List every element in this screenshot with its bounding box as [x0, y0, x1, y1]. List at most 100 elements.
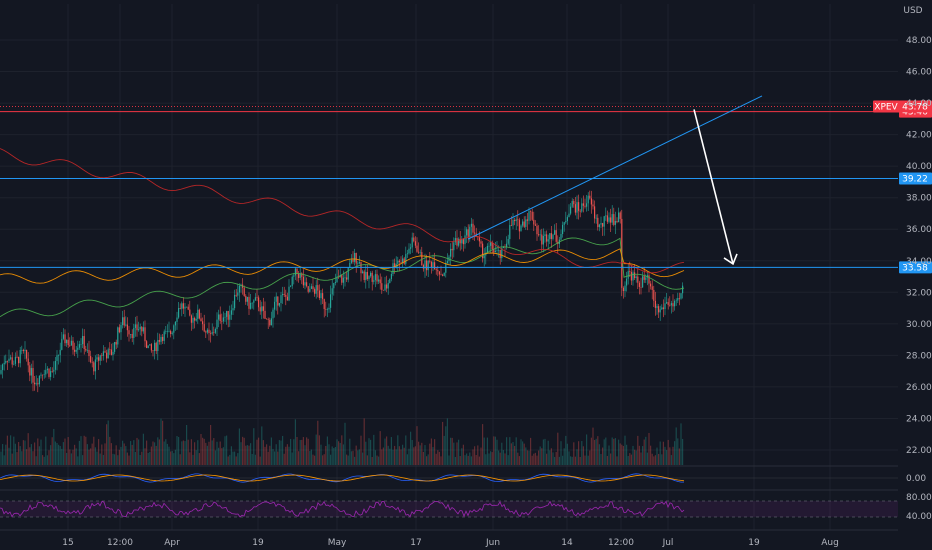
- candle-body: [232, 308, 234, 311]
- candle-body: [342, 277, 344, 283]
- candle-body: [112, 351, 114, 355]
- volume-bar: [29, 447, 31, 465]
- volume-bar: [114, 454, 116, 465]
- candle-body: [107, 349, 109, 359]
- volume-bar: [168, 446, 170, 465]
- volume-bar: [258, 437, 260, 465]
- volume-bar: [339, 442, 341, 465]
- candle-body: [238, 285, 240, 293]
- price-axis-tick: 44.00: [906, 99, 932, 109]
- volume-bar: [112, 453, 114, 465]
- volume-bar: [229, 454, 231, 465]
- candle-body: [146, 341, 148, 349]
- candle-body: [205, 331, 207, 333]
- candle-body: [610, 217, 612, 223]
- rsi-pane: [0, 500, 898, 518]
- volume-bar: [386, 436, 388, 465]
- candle-body: [331, 288, 333, 295]
- volume-bar: [483, 437, 485, 465]
- volume-bar: [651, 453, 653, 465]
- candle-body: [629, 271, 631, 272]
- volume-bar: [366, 455, 368, 465]
- volume-bar: [578, 441, 580, 465]
- candle-body: [403, 258, 405, 264]
- candle-body: [549, 233, 551, 240]
- volume-bar: [70, 453, 72, 465]
- volume-bar: [74, 444, 76, 465]
- candle-body: [600, 223, 602, 225]
- candle-body: [13, 363, 15, 365]
- volume-bar: [178, 436, 180, 465]
- currency-label: USD: [903, 6, 922, 16]
- candle-body: [70, 340, 72, 346]
- volume-bar: [200, 433, 202, 465]
- candle-body: [10, 357, 12, 359]
- volume-bar: [262, 440, 264, 465]
- volume-bar: [354, 456, 356, 465]
- volume-bar: [590, 437, 592, 465]
- volume-bar: [194, 442, 196, 465]
- volume-bar: [645, 436, 647, 465]
- candle-body: [635, 276, 637, 279]
- candle-body: [158, 339, 160, 342]
- candle-body: [291, 276, 293, 287]
- volume-bar: [144, 448, 146, 465]
- volume-bar: [243, 437, 245, 465]
- candle-body: [509, 225, 511, 240]
- candle-body: [666, 302, 668, 304]
- volume-bar: [250, 443, 252, 465]
- volume-bar: [672, 446, 674, 465]
- candle-body: [256, 297, 258, 298]
- arrow-head: [723, 253, 738, 266]
- volume-bar: [630, 454, 632, 465]
- candle-body: [171, 332, 173, 334]
- volume-bar: [18, 442, 20, 465]
- volume-bar: [586, 434, 588, 465]
- volume-bar: [525, 447, 527, 465]
- volume-bar: [509, 437, 511, 465]
- candle-body: [75, 349, 77, 352]
- candle-body: [288, 286, 290, 301]
- candle-body: [298, 273, 300, 278]
- candle-body: [114, 342, 116, 352]
- volume-bar: [461, 448, 463, 465]
- price-level-badge: [899, 261, 932, 274]
- volume-bar: [286, 444, 288, 465]
- volume-bar: [256, 439, 258, 465]
- candle-body: [27, 358, 29, 366]
- volume-bar: [506, 437, 508, 465]
- volume-bar: [85, 436, 87, 465]
- volume-bar: [152, 441, 154, 465]
- candle-body: [466, 229, 468, 236]
- candle-body: [387, 282, 389, 289]
- candle-body: [262, 306, 264, 311]
- candle-body: [162, 336, 164, 341]
- candle-body: [571, 201, 573, 207]
- volume-bar: [298, 451, 300, 465]
- volume-bar: [438, 451, 440, 465]
- candle-body: [450, 248, 452, 257]
- price-axis[interactable]: 48.00 46.00 44.00 42.00 40.00 38.00 36.00 34.00…: [906, 36, 932, 522]
- volume-bar: [531, 455, 533, 465]
- time-axis[interactable]: 15 12:00 Apr 19 May 17 Jun 14 12:00 Jul 19 Aug: [62, 538, 839, 548]
- volume-bar: [363, 418, 365, 465]
- horizontal-lines[interactable]: 43.46 39.22 33.58 XPEV 43.78: [0, 100, 932, 274]
- candle-body: [451, 248, 453, 251]
- volume-bar: [368, 438, 370, 465]
- candle-body: [368, 276, 370, 280]
- candle-body: [147, 345, 149, 349]
- volume-bar: [491, 452, 493, 465]
- candle-body: [261, 306, 263, 312]
- volume-bar: [294, 419, 296, 465]
- drawings[interactable]: [467, 95, 763, 266]
- volume-bar: [147, 452, 149, 465]
- volume-bar: [61, 448, 63, 465]
- volume-bar: [582, 446, 584, 465]
- moving-averages: [0, 148, 685, 318]
- volume-bar: [77, 456, 79, 465]
- candle-body: [245, 295, 247, 302]
- volume-bar: [541, 448, 543, 465]
- candle-body: [394, 263, 396, 268]
